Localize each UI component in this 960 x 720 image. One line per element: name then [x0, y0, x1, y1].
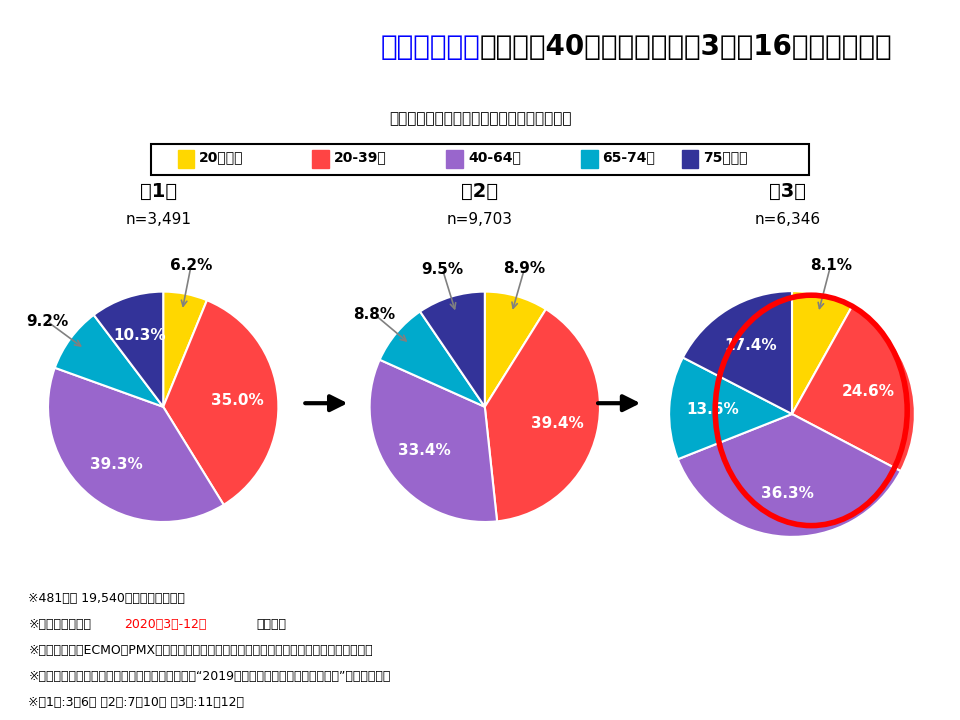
Wedge shape — [678, 414, 900, 537]
Text: n=3,491: n=3,491 — [126, 212, 191, 227]
Wedge shape — [94, 292, 163, 407]
Text: 9.2%: 9.2% — [26, 314, 68, 329]
Wedge shape — [792, 307, 915, 471]
Wedge shape — [792, 291, 852, 414]
Text: 36.3%: 36.3% — [761, 486, 814, 501]
Wedge shape — [669, 358, 792, 459]
Text: 39.3%: 39.3% — [89, 457, 142, 472]
Wedge shape — [163, 292, 207, 407]
FancyBboxPatch shape — [151, 143, 809, 175]
Text: 33.4%: 33.4% — [397, 444, 450, 459]
Wedge shape — [370, 360, 497, 522]
Text: n=9,703: n=9,703 — [447, 212, 513, 227]
Wedge shape — [379, 312, 485, 407]
Bar — [312, 150, 328, 168]
Bar — [178, 150, 194, 168]
Text: 第2波: 第2波 — [462, 182, 498, 201]
Text: n=6,346: n=6,346 — [755, 212, 820, 227]
Text: 軽症入院患者: 軽症入院患者 — [380, 33, 480, 60]
Text: 9.5%: 9.5% — [421, 261, 464, 276]
Bar — [682, 150, 699, 168]
Text: 8.1%: 8.1% — [809, 258, 852, 273]
Text: ※中等症以上（ECMO、PMX吸着療法、人工呼吸器、酸素吸入のいずれか実施）の患者は除く: ※中等症以上（ECMO、PMX吸着療法、人工呼吸器、酸素吸入のいずれか実施）の患… — [29, 644, 373, 657]
Text: ※入院契機病名も医療資源を最も投入した病名も“2019年度新型コロナウイルス感染症”（疑い除く）: ※入院契機病名も医療資源を最も投入した病名も“2019年度新型コロナウイルス感染… — [29, 670, 391, 683]
Text: 【軽症コロナ患者　年齢階級別　症例割合】: 【軽症コロナ患者 年齢階級別 症例割合】 — [389, 111, 571, 126]
Wedge shape — [48, 368, 224, 522]
Text: 第1波: 第1波 — [140, 182, 177, 201]
Text: 20歳未満: 20歳未満 — [199, 150, 244, 164]
Wedge shape — [485, 309, 600, 521]
Text: 39.4%: 39.4% — [532, 416, 584, 431]
Text: 2020年3月-12月: 2020年3月-12月 — [124, 618, 206, 631]
Text: 10.3%: 10.3% — [113, 328, 166, 343]
Text: 17.4%: 17.4% — [724, 338, 777, 354]
Wedge shape — [163, 300, 278, 505]
Text: 8.8%: 8.8% — [353, 307, 396, 322]
Wedge shape — [683, 291, 792, 414]
Text: 35.0%: 35.0% — [211, 393, 264, 408]
Text: ※分析対象期間：: ※分析対象期間： — [29, 618, 91, 631]
Text: 20-39歳: 20-39歳 — [333, 150, 386, 164]
Text: 40-64歳: 40-64歳 — [468, 150, 520, 164]
Text: 第3波: 第3波 — [769, 182, 805, 201]
Wedge shape — [55, 315, 163, 407]
Text: 24.6%: 24.6% — [842, 384, 895, 399]
Bar — [446, 150, 464, 168]
Text: 6.2%: 6.2% — [170, 258, 212, 273]
Wedge shape — [420, 292, 485, 407]
Text: 13.6%: 13.6% — [685, 402, 738, 418]
Wedge shape — [485, 292, 546, 407]
Text: 75歳以上: 75歳以上 — [703, 150, 748, 164]
Text: ※481病院 19,540症例を対象に分析: ※481病院 19,540症例を対象に分析 — [29, 593, 185, 606]
Text: ※第1波:3～6月 第2波:7～10月 第3波:11～12月: ※第1波:3～6月 第2波:7～10月 第3波:11～12月 — [29, 696, 245, 709]
Text: 8.9%: 8.9% — [503, 261, 545, 276]
Text: 65-74歳: 65-74歳 — [602, 150, 655, 164]
Text: に占める40歳未満割合は第3波で16ポイント低下: に占める40歳未満割合は第3波で16ポイント低下 — [480, 33, 893, 60]
Text: 退院症例: 退院症例 — [256, 618, 286, 631]
Bar — [581, 150, 597, 168]
